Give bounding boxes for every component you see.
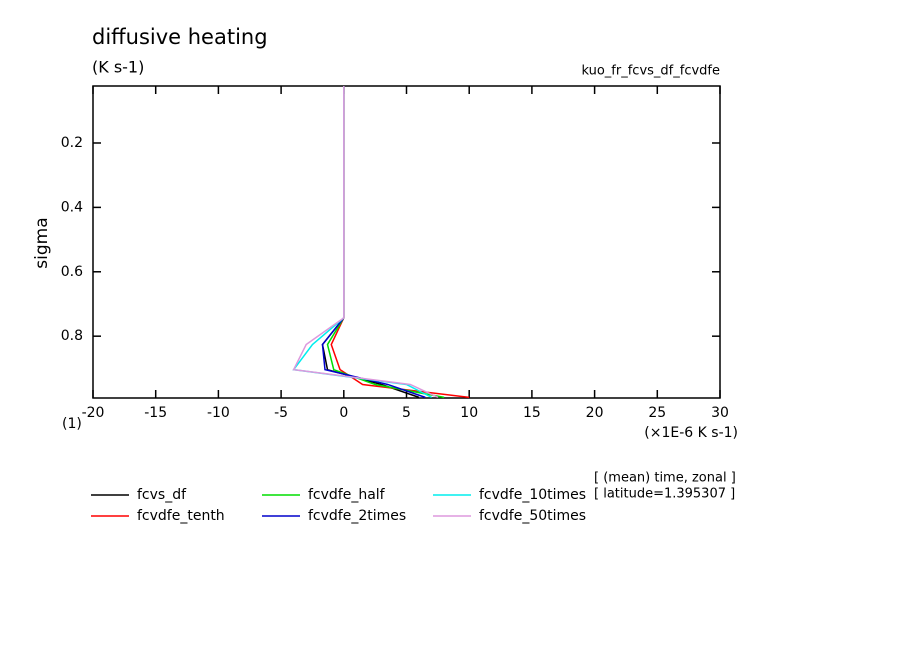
chart-subtitle: (K s-1) [92, 58, 144, 77]
y-tick-label: 0.8 [61, 328, 83, 344]
y-axis-label: sigma [32, 217, 52, 268]
chart-title: diffusive heating [92, 25, 268, 49]
x-axis-label: (×1E-6 K s-1) [644, 425, 738, 441]
y-tick-label: 0.6 [61, 264, 83, 280]
x-tick-label: -10 [207, 405, 230, 421]
series-line [292, 86, 432, 399]
x-tick-label: 5 [402, 405, 411, 421]
legend-label: fcvdfe_half [308, 487, 386, 503]
x-tick-label: 0 [339, 405, 348, 421]
x-tick-label: -20 [82, 405, 105, 421]
legend-label: fcvs_df [137, 487, 187, 503]
series-line [321, 86, 420, 399]
y-tick-label: 0.2 [61, 135, 83, 151]
legend-label: fcvdfe_tenth [137, 508, 225, 524]
x-tick-label: -5 [274, 405, 288, 421]
legend-label: fcvdfe_2times [308, 508, 406, 524]
x-tick-label: 30 [711, 405, 729, 421]
x-tick-label: 25 [648, 405, 666, 421]
series-line [292, 86, 439, 399]
x-tick-label: 15 [523, 405, 541, 421]
series-line [326, 86, 445, 399]
legend-label: fcvdfe_10times [479, 487, 586, 503]
scale-label: (1) [62, 416, 82, 432]
annotation: [ latitude=1.395307 ] [594, 487, 735, 502]
y-tick-label: 0.4 [61, 199, 83, 215]
x-tick-label: 20 [586, 405, 604, 421]
x-tick-label: -15 [144, 405, 167, 421]
series-line [330, 86, 470, 399]
experiment-label: kuo_fr_fcvs_df_fcvdfe [581, 64, 720, 79]
annotation: [ (mean) time, zonal ] [594, 471, 736, 486]
series-line [321, 86, 426, 399]
plot-frame [92, 85, 721, 399]
x-tick-label: 10 [460, 405, 478, 421]
legend-label: fcvdfe_50times [479, 508, 586, 524]
